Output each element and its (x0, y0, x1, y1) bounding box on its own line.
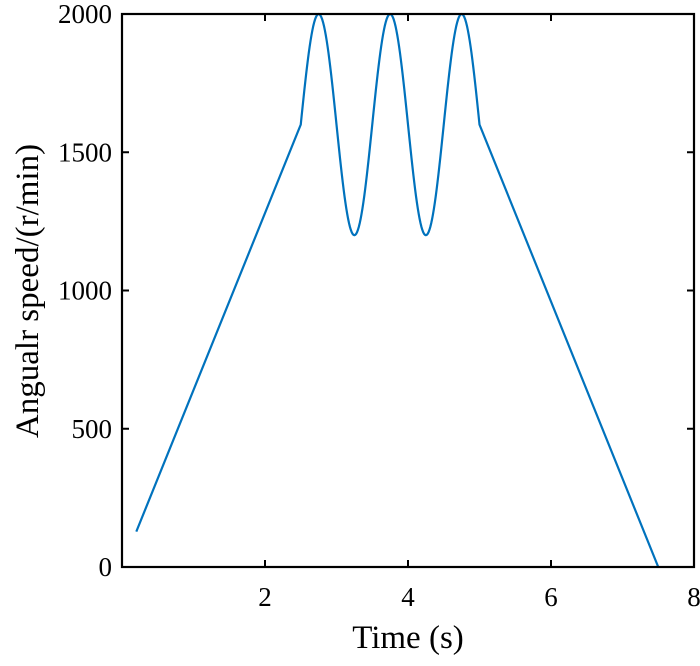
x-tick-label: 6 (544, 582, 558, 612)
x-axis-label: Time (s) (352, 620, 464, 656)
y-tick-label: 1500 (58, 137, 112, 167)
y-tick-label: 2000 (58, 0, 112, 29)
x-tick-label: 8 (687, 582, 700, 612)
series-line (135, 12, 660, 568)
x-tick-label: 2 (258, 582, 272, 612)
y-tick-label: 0 (99, 552, 113, 582)
y-tick-label: 500 (72, 414, 113, 444)
y-axis-label: Angualr speed/(r/min) (10, 144, 46, 438)
x-tick-label: 4 (401, 582, 415, 612)
y-tick-label: 1000 (58, 276, 112, 306)
plot-frame (120, 12, 696, 569)
